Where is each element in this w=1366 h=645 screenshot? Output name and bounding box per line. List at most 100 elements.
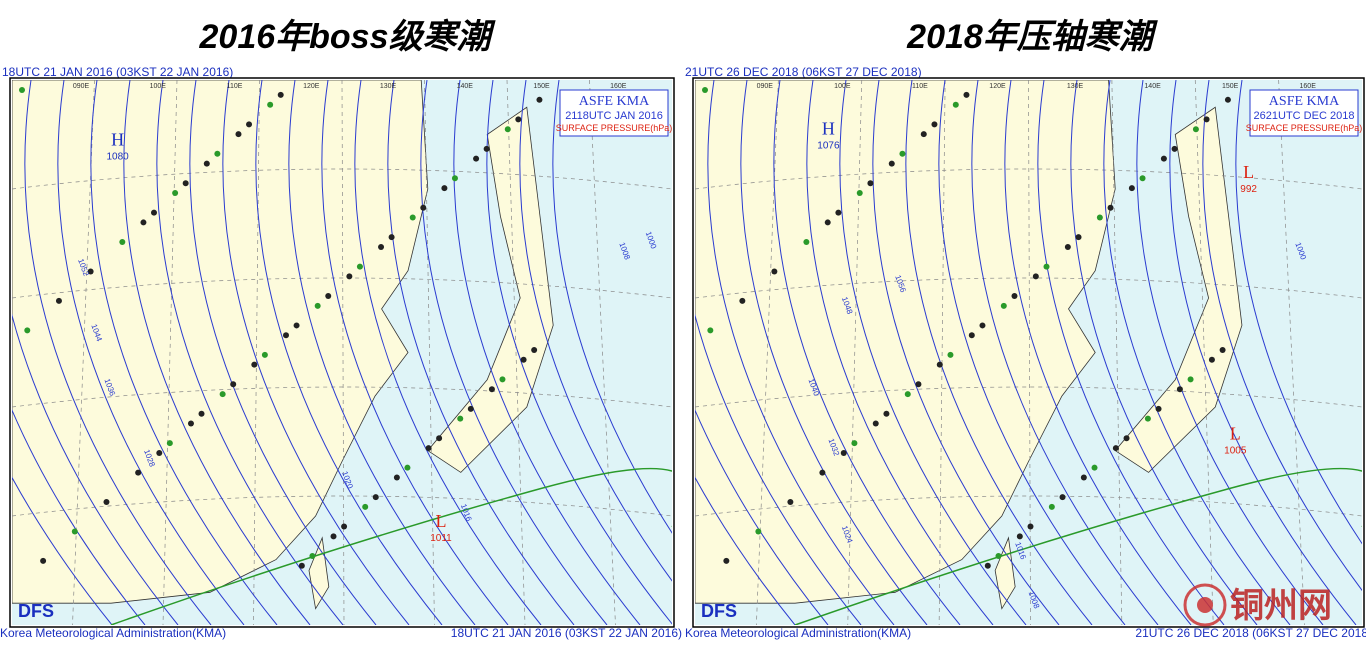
isobar (839, 80, 1027, 625)
isobar (695, 313, 862, 625)
isobar (1169, 80, 1357, 625)
footer-left: Korea Meteorological Administration(KMA) (0, 626, 226, 640)
station (755, 528, 762, 535)
station (899, 150, 906, 157)
legend-box (1249, 89, 1359, 137)
station (1000, 302, 1007, 309)
station (1016, 533, 1023, 540)
station (40, 557, 47, 564)
station (867, 180, 874, 187)
footer-right: 21UTC 26 DEC 2018 (06KST 27 DEC 2018) (1135, 626, 1366, 640)
station (451, 175, 458, 182)
parallel (12, 495, 672, 517)
meridian (341, 80, 345, 625)
isobar (1037, 80, 1225, 625)
station (1080, 474, 1087, 481)
meridian (1111, 80, 1123, 625)
station (346, 273, 353, 280)
pressure-center-value: 1076 (817, 141, 840, 152)
station (947, 351, 954, 358)
station (872, 420, 879, 427)
longitude-label: 120E (989, 83, 1006, 90)
isobar (905, 80, 1093, 625)
pressure-center-letter: H (822, 119, 835, 139)
isobar (123, 80, 311, 625)
station (1176, 386, 1183, 393)
parallel (12, 277, 672, 299)
station (314, 302, 321, 309)
station (771, 268, 778, 275)
station (251, 361, 258, 368)
station (1107, 204, 1114, 211)
legend-field: SURFACE PRESSURE(hPa) (556, 123, 673, 133)
station (1219, 346, 1226, 353)
pressure-center-letter: L (436, 511, 447, 531)
isobar (288, 80, 476, 625)
station (214, 150, 221, 157)
meridian (1194, 80, 1214, 625)
station (1187, 376, 1194, 383)
station (467, 405, 474, 412)
station (436, 435, 443, 442)
station (739, 297, 746, 304)
station (707, 327, 714, 334)
isobar (872, 80, 1060, 625)
station (203, 160, 210, 167)
station (151, 209, 157, 216)
legend-box (559, 89, 669, 137)
station (473, 155, 480, 162)
station (984, 562, 991, 569)
station (230, 381, 237, 388)
isobar (552, 80, 672, 534)
station (330, 533, 337, 540)
weather-map-panel: 2018年压轴寒潮 21UTC 26 DEC 2018 (06KST 27 DEC… (685, 18, 1366, 640)
station (219, 391, 226, 398)
legend-title: ASFE KMA (1269, 94, 1340, 109)
station (968, 332, 975, 339)
station (888, 160, 895, 167)
isobar (189, 80, 377, 625)
station (1139, 175, 1146, 182)
isobar (707, 80, 895, 625)
isobar (156, 80, 344, 625)
station (119, 239, 126, 246)
station (246, 121, 253, 128)
watermark-logo (1183, 583, 1227, 627)
front (794, 467, 1362, 625)
station (1155, 405, 1162, 412)
station (420, 204, 427, 211)
station (372, 494, 379, 501)
station (166, 440, 173, 447)
dfs-logo: DFS (18, 601, 54, 621)
longitude-label: 130E (380, 83, 397, 90)
station (723, 557, 730, 564)
station (787, 499, 794, 506)
isobar (519, 80, 672, 582)
station (1112, 445, 1119, 452)
station (235, 131, 242, 138)
longitude-label: 160E (1300, 83, 1317, 90)
meridian (1278, 80, 1305, 625)
meridian (253, 80, 260, 625)
station (87, 268, 94, 275)
station (835, 209, 842, 216)
station (931, 121, 938, 128)
station (404, 464, 411, 471)
station (441, 185, 448, 192)
station (425, 445, 432, 452)
station (187, 420, 194, 427)
parallel (12, 168, 672, 190)
station (904, 391, 911, 398)
longitude-label: 160E (610, 83, 627, 90)
station (19, 87, 25, 93)
station (1192, 126, 1199, 133)
dfs-logo: DFS (701, 601, 737, 621)
station (1043, 263, 1050, 270)
meridian (589, 80, 616, 625)
meridian (756, 80, 779, 625)
map-area (12, 80, 672, 625)
pressure-center-letter: L (1243, 162, 1254, 182)
isobar (486, 80, 672, 625)
longitude-label: 120E (303, 83, 320, 90)
station (356, 263, 363, 270)
